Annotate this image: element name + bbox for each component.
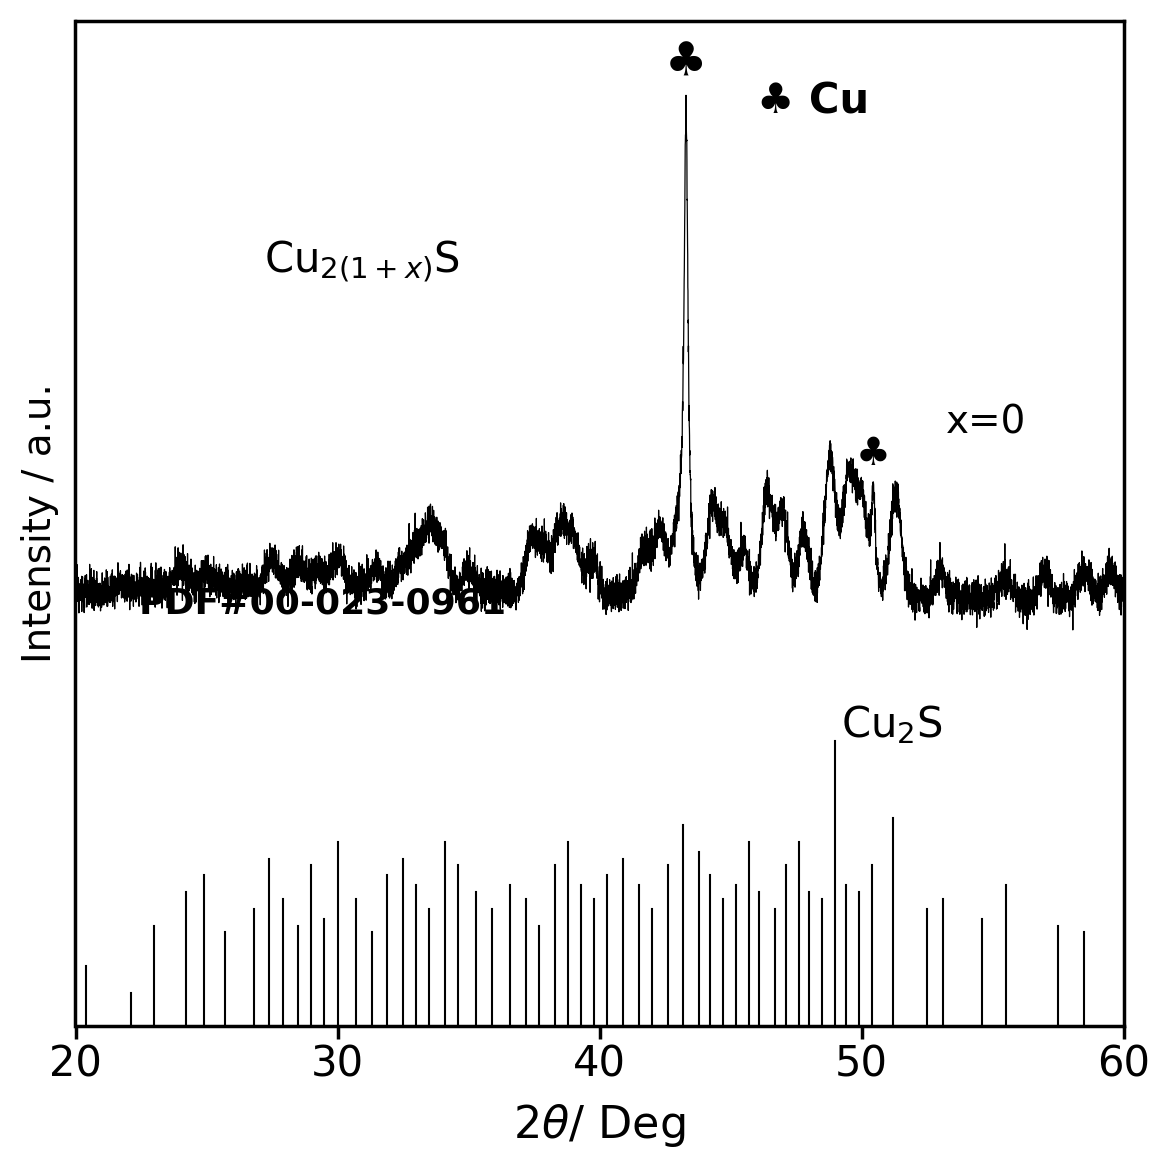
- Y-axis label: Intensity / a.u.: Intensity / a.u.: [21, 384, 59, 663]
- Text: Cu$_2$S: Cu$_2$S: [841, 703, 943, 746]
- Text: ♣ Cu: ♣ Cu: [756, 81, 869, 122]
- Text: ♣: ♣: [856, 435, 891, 473]
- Text: x=0: x=0: [945, 404, 1026, 442]
- Text: PDF#00-023-0961: PDF#00-023-0961: [138, 587, 507, 621]
- Text: ♣: ♣: [665, 41, 707, 85]
- X-axis label: 2$\theta$/ Deg: 2$\theta$/ Deg: [513, 1102, 686, 1149]
- Text: Cu$_{2(1+x)}$S: Cu$_{2(1+x)}$S: [265, 239, 460, 285]
